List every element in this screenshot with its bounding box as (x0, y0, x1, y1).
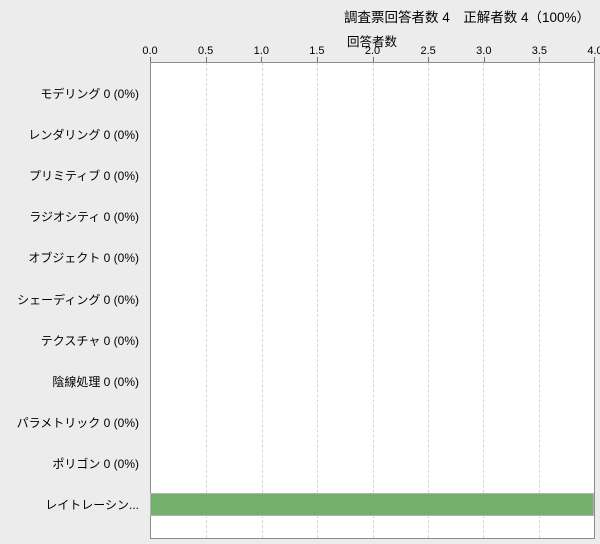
bar-track (150, 320, 594, 361)
chart-row: モデリング 0 (0%) (0, 73, 594, 114)
chart-row: ラジオシティ 0 (0%) (0, 196, 594, 237)
x-tick-label: 3.5 (531, 45, 548, 57)
x-tick-mark (372, 57, 374, 62)
category-label: 陰線処理 0 (0%) (52, 374, 139, 389)
chart-row: プリミティブ 0 (0%) (0, 155, 594, 196)
chart-row: 陰線処理 0 (0%) (0, 361, 594, 402)
x-tick-mark (150, 57, 151, 62)
category-label: ポリゴン 0 (0%) (52, 456, 139, 471)
x-tick-label: 0.0 (142, 45, 158, 57)
bar-track (150, 484, 594, 525)
chart-row: レイトレーシン... (0, 484, 594, 525)
chart-row: シェーディング 0 (0%) (0, 278, 594, 319)
x-axis-label: 回答者数 (346, 35, 398, 49)
x-tick-mark (539, 57, 541, 62)
category-label: レイトレーシン... (45, 497, 139, 512)
x-tick-mark (261, 57, 263, 62)
bar (150, 492, 594, 516)
category-label: オブジェクト 0 (0%) (28, 251, 139, 266)
bar-track (150, 402, 594, 443)
gridline (261, 63, 263, 538)
chart-row: レンダリング 0 (0%) (0, 114, 594, 155)
category-label: テクスチャ 0 (0%) (40, 333, 139, 348)
category-label: レンダリング 0 (0%) (28, 128, 139, 143)
chart-row: パラメトリック 0 (0%) (0, 402, 594, 443)
category-label: ラジオシティ 0 (0%) (29, 210, 139, 225)
x-tick-mark (316, 57, 318, 62)
gridline (427, 63, 429, 538)
x-tick-mark (205, 57, 207, 62)
bar-track (150, 278, 594, 319)
gridline (483, 63, 485, 538)
bar-track (150, 361, 594, 402)
x-tick-label: 3.0 (476, 45, 492, 57)
x-tick-label: 2.0 (364, 45, 381, 57)
chart-title: 調査票回答者数 4 正解者数 4（100%） (343, 10, 590, 25)
x-tick-mark (483, 57, 485, 62)
x-tick-label: 2.5 (420, 45, 436, 57)
category-label: プリミティブ 0 (0%) (29, 169, 139, 184)
category-label: シェーディング 0 (0%) (17, 292, 139, 307)
chart-row: テクスチャ 0 (0%) (0, 320, 594, 361)
gridline (206, 63, 208, 538)
gridline (372, 63, 374, 538)
bar-track (150, 73, 594, 114)
chart-row: オブジェクト 0 (0%) (0, 237, 594, 278)
chart-row: ポリゴン 0 (0%) (0, 443, 594, 484)
bar-track (150, 114, 594, 155)
gridline (538, 63, 540, 538)
x-tick-label: 0.5 (197, 45, 214, 57)
x-tick-label: 1.0 (253, 45, 269, 57)
category-label: モデリング 0 (0%) (40, 87, 139, 102)
bar-track (150, 237, 594, 278)
gridline (317, 63, 319, 538)
x-tick-label: 4.0 (587, 45, 600, 57)
bar-track (150, 155, 594, 196)
x-tick-label: 1.5 (309, 45, 325, 57)
bar-track (150, 443, 594, 484)
chart-rows: モデリング 0 (0%) レンダリング 0 (0%) プリミティブ 0 (0%)… (0, 63, 594, 538)
x-tick-mark (428, 57, 430, 62)
plot-area (150, 62, 595, 539)
x-tick-mark (594, 57, 595, 62)
bar-track (150, 196, 594, 237)
category-label: パラメトリック 0 (0%) (16, 415, 139, 430)
